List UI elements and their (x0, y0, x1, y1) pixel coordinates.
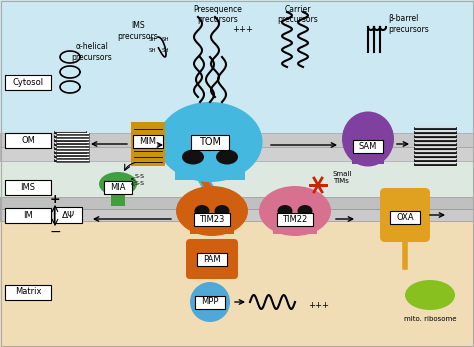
Text: Carrier
precursors: Carrier precursors (278, 5, 319, 24)
Text: S-S: S-S (135, 180, 145, 186)
FancyBboxPatch shape (5, 179, 51, 195)
Text: TIM22: TIM22 (283, 214, 308, 223)
Text: MIM: MIM (139, 136, 156, 145)
Ellipse shape (182, 150, 204, 164)
Ellipse shape (215, 205, 229, 217)
FancyBboxPatch shape (104, 180, 132, 194)
FancyBboxPatch shape (5, 208, 51, 222)
Text: S-S: S-S (135, 174, 145, 178)
Ellipse shape (277, 205, 292, 217)
Ellipse shape (157, 102, 263, 182)
Text: TIM23: TIM23 (199, 214, 225, 223)
Text: −: − (49, 225, 61, 239)
Ellipse shape (342, 111, 394, 167)
Text: Cytosol: Cytosol (12, 77, 44, 86)
Text: Presequence
precursors: Presequence precursors (193, 5, 242, 24)
FancyBboxPatch shape (380, 188, 430, 242)
Text: MPP: MPP (201, 297, 219, 306)
Text: +++: +++ (308, 301, 329, 310)
FancyBboxPatch shape (191, 135, 229, 150)
Text: β-barrel
precursors: β-barrel precursors (388, 14, 429, 34)
Text: +: + (50, 193, 60, 205)
Ellipse shape (298, 205, 312, 217)
FancyBboxPatch shape (194, 212, 230, 226)
FancyBboxPatch shape (133, 135, 163, 147)
FancyBboxPatch shape (195, 296, 225, 308)
FancyBboxPatch shape (54, 207, 82, 223)
Text: α-helical
precursors: α-helical precursors (72, 42, 112, 62)
Bar (190, 206, 234, 234)
Text: PAM: PAM (203, 254, 221, 263)
Bar (273, 206, 317, 234)
Bar (0, 197, 474, 209)
FancyBboxPatch shape (5, 133, 51, 147)
Bar (175, 150, 245, 180)
Text: SH: SH (161, 36, 169, 42)
Text: SH: SH (148, 36, 156, 42)
FancyBboxPatch shape (197, 253, 227, 265)
FancyBboxPatch shape (5, 285, 51, 299)
Ellipse shape (259, 186, 331, 236)
FancyBboxPatch shape (353, 139, 383, 152)
Bar (0, 157, 474, 217)
Text: IM: IM (23, 211, 33, 220)
Text: SH: SH (161, 48, 169, 52)
Bar (0, 133, 474, 147)
Bar (0, 147, 474, 161)
Circle shape (190, 282, 230, 322)
Text: SAM: SAM (359, 142, 377, 151)
Ellipse shape (176, 186, 248, 236)
Text: mito. ribosome: mito. ribosome (404, 316, 456, 322)
Bar (0, 0, 474, 157)
Text: OXA: OXA (396, 212, 414, 221)
Text: SH: SH (148, 48, 156, 52)
Ellipse shape (99, 172, 137, 196)
Text: IMS: IMS (20, 183, 36, 192)
Text: +++: +++ (233, 25, 254, 34)
FancyBboxPatch shape (277, 212, 313, 226)
Bar (0, 209, 474, 221)
Text: Matrix: Matrix (15, 288, 41, 296)
Text: ΔΨ: ΔΨ (62, 211, 74, 220)
Bar (0, 217, 474, 347)
Text: OM: OM (21, 135, 35, 144)
Ellipse shape (405, 280, 455, 310)
Ellipse shape (194, 205, 210, 217)
Ellipse shape (216, 150, 238, 164)
Text: Small
TIMs: Small TIMs (333, 170, 352, 184)
Text: MIA: MIA (110, 183, 126, 192)
FancyBboxPatch shape (5, 75, 51, 90)
Bar (111, 184, 125, 206)
Text: IMS
precursors: IMS precursors (118, 21, 158, 41)
FancyBboxPatch shape (390, 211, 420, 223)
Text: TOM: TOM (199, 137, 221, 147)
FancyBboxPatch shape (186, 239, 238, 279)
Bar (131, 122, 165, 166)
Bar (352, 134, 384, 164)
